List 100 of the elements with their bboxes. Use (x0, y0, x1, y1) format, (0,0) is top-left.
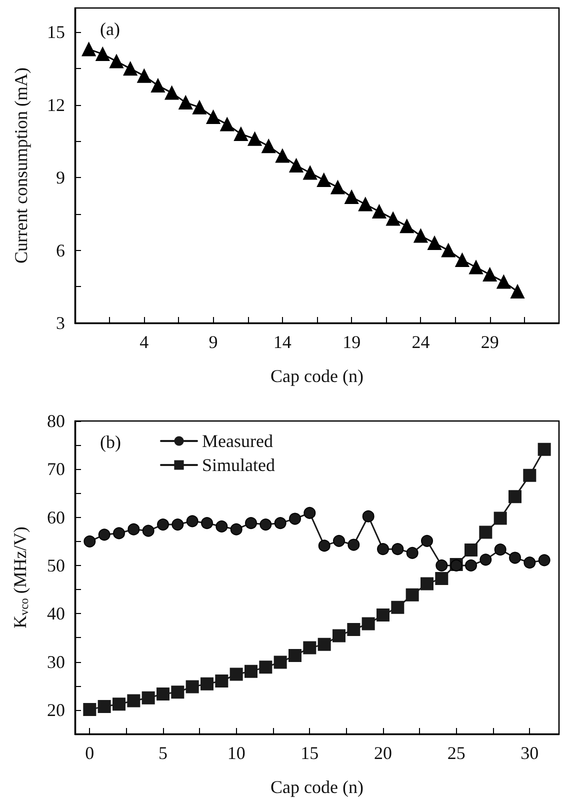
x-tick-label: 30 (520, 743, 539, 763)
point (230, 668, 243, 681)
point (303, 166, 318, 180)
point (142, 524, 154, 537)
legend-label: Simulated (202, 455, 275, 475)
point (98, 528, 110, 541)
point (186, 680, 199, 694)
x-tick-label: 25 (447, 743, 466, 763)
point (406, 546, 418, 559)
point (234, 127, 248, 141)
point (421, 534, 433, 547)
point (347, 623, 360, 636)
point (509, 552, 521, 564)
point (200, 677, 214, 690)
y-tick-label: 12 (47, 94, 65, 115)
point (245, 517, 257, 530)
point (150, 78, 165, 93)
point (304, 506, 316, 519)
point (98, 700, 111, 714)
point (230, 523, 242, 536)
point (377, 543, 389, 556)
y-tick-label: 80 (47, 411, 65, 431)
x-tick-label: 15 (300, 743, 319, 763)
point (348, 538, 360, 551)
point (172, 518, 184, 531)
point (216, 520, 228, 532)
point (157, 518, 169, 531)
point (82, 42, 96, 56)
y-tick-label: 3 (56, 313, 65, 333)
point (465, 559, 477, 572)
point (113, 527, 125, 540)
point (156, 688, 170, 701)
legend-label: Measured (202, 431, 273, 451)
y-axis-title: Current consumption (mA) (11, 68, 31, 264)
point (428, 236, 442, 250)
point (316, 173, 331, 188)
point (436, 559, 448, 572)
point (186, 515, 198, 528)
x-tick-label: 10 (227, 743, 246, 763)
point (482, 268, 497, 282)
point (259, 660, 272, 674)
point (386, 212, 400, 226)
point (372, 204, 386, 219)
point (262, 139, 276, 154)
point (109, 54, 124, 68)
point (469, 260, 484, 274)
x-tick-label: 19 (342, 332, 361, 352)
point (248, 132, 262, 146)
y-tick-label: 6 (56, 240, 65, 260)
point (362, 617, 375, 630)
point (164, 86, 179, 100)
x-tick-label: 9 (208, 332, 218, 352)
point (392, 543, 404, 556)
point (494, 544, 506, 556)
y-tick-label: 15 (47, 22, 65, 42)
point (510, 284, 525, 298)
annotation: (a) (100, 19, 120, 39)
point (201, 517, 213, 530)
point (494, 512, 507, 525)
point (192, 100, 206, 114)
point (275, 148, 290, 163)
point (406, 588, 419, 602)
point (414, 228, 428, 243)
y-tick-label: 70 (47, 459, 65, 480)
point (420, 577, 434, 590)
point (215, 674, 228, 688)
x-tick-label: 29 (480, 332, 499, 352)
point (464, 544, 478, 557)
point (376, 608, 390, 622)
point (332, 629, 346, 642)
y-tick-label: 40 (47, 604, 65, 624)
point (83, 702, 96, 716)
point (362, 510, 374, 522)
point (84, 535, 96, 548)
point (333, 534, 345, 547)
point (496, 274, 511, 289)
point (260, 518, 272, 531)
point (330, 180, 345, 194)
x-tick-label: 24 (412, 332, 430, 352)
point (288, 649, 302, 662)
point (538, 554, 550, 566)
point (455, 253, 470, 267)
point (128, 523, 140, 536)
point (391, 600, 404, 614)
x-tick-label: 0 (85, 743, 94, 763)
x-tick-label: 20 (374, 743, 392, 763)
y-axis-title: Kvco (MHz/V) (10, 526, 31, 628)
point (441, 243, 456, 258)
point (318, 540, 330, 552)
point (274, 517, 286, 530)
point (123, 62, 138, 76)
point (244, 664, 258, 678)
point (523, 468, 536, 482)
point (435, 572, 448, 585)
x-tick-label: 4 (140, 332, 149, 352)
point (142, 691, 155, 704)
point (137, 68, 152, 83)
point (358, 197, 372, 212)
point (524, 556, 536, 569)
point (303, 641, 316, 654)
